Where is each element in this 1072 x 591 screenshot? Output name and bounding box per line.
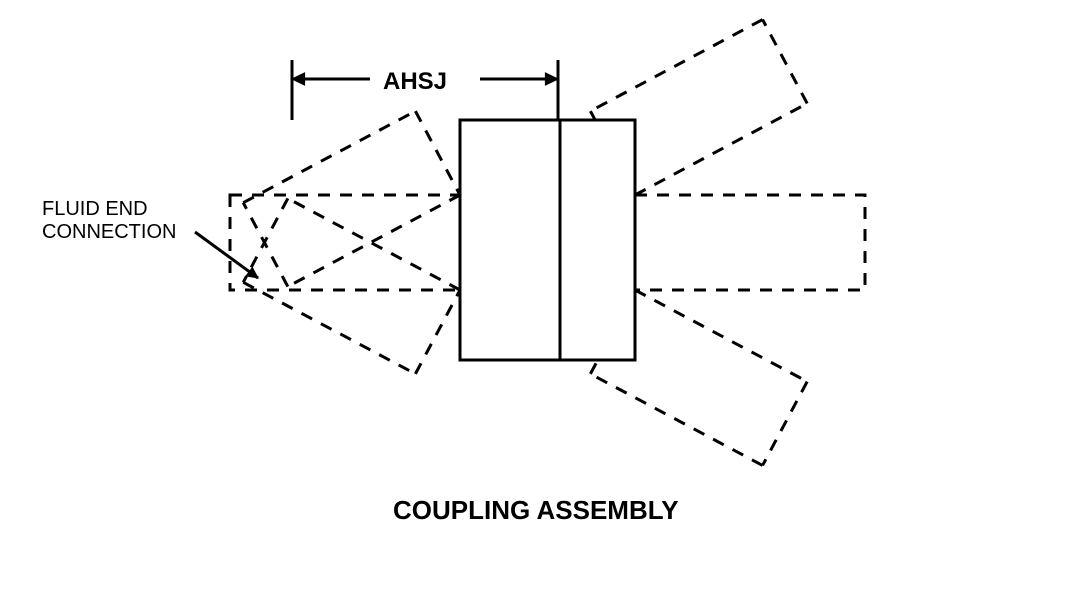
diagram-canvas: AHSJ FLUID END CONNECTION COUPLING ASSEM… — [0, 0, 1072, 591]
dimension-label: AHSJ — [383, 68, 447, 96]
diagram-title: COUPLING ASSEMBLY — [393, 495, 679, 526]
annotation-label: FLUID END CONNECTION — [42, 198, 176, 244]
